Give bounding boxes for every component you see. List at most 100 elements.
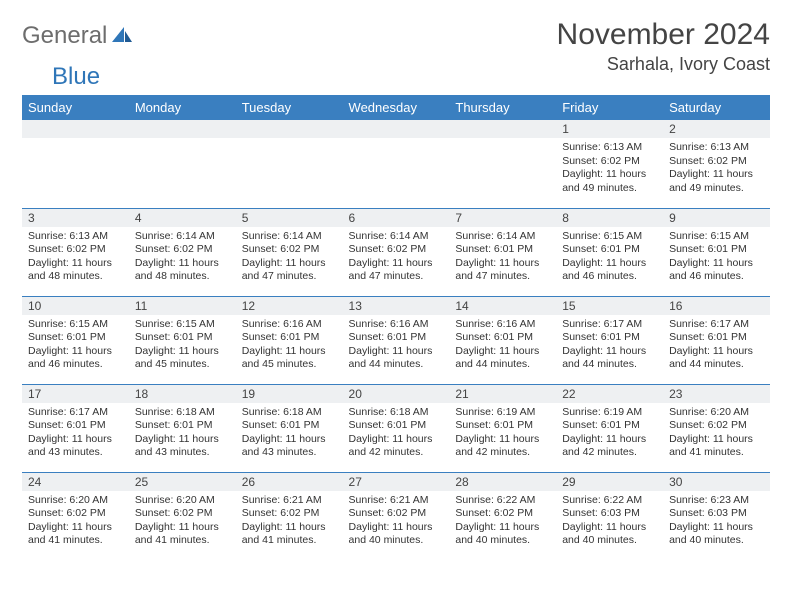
calendar-cell (236, 120, 343, 208)
daylight-text: Daylight: 11 hours and 49 minutes. (669, 168, 764, 195)
daylight-text: Daylight: 11 hours and 48 minutes. (135, 257, 230, 284)
day-number (449, 120, 556, 138)
sunset-text: Sunset: 6:01 PM (349, 419, 444, 433)
sunrise-text: Sunrise: 6:20 AM (28, 494, 123, 508)
sunset-text: Sunset: 6:02 PM (242, 507, 337, 521)
sunset-text: Sunset: 6:01 PM (669, 243, 764, 257)
calendar-head: Sunday Monday Tuesday Wednesday Thursday… (22, 95, 770, 120)
day-number: 22 (556, 385, 663, 403)
calendar-cell: 8Sunrise: 6:15 AMSunset: 6:01 PMDaylight… (556, 208, 663, 296)
sunset-text: Sunset: 6:01 PM (669, 331, 764, 345)
sunrise-text: Sunrise: 6:14 AM (135, 230, 230, 244)
day-details: Sunrise: 6:21 AMSunset: 6:02 PMDaylight:… (343, 491, 450, 553)
day-number: 4 (129, 209, 236, 227)
day-details: Sunrise: 6:14 AMSunset: 6:02 PMDaylight:… (236, 227, 343, 289)
sunrise-text: Sunrise: 6:22 AM (455, 494, 550, 508)
weekday-header: Wednesday (343, 95, 450, 120)
calendar-cell: 3Sunrise: 6:13 AMSunset: 6:02 PMDaylight… (22, 208, 129, 296)
day-number (236, 120, 343, 138)
day-number: 25 (129, 473, 236, 491)
month-title: November 2024 (557, 18, 770, 52)
sunset-text: Sunset: 6:01 PM (135, 331, 230, 345)
calendar-cell: 24Sunrise: 6:20 AMSunset: 6:02 PMDayligh… (22, 472, 129, 560)
calendar-cell: 20Sunrise: 6:18 AMSunset: 6:01 PMDayligh… (343, 384, 450, 472)
day-number: 24 (22, 473, 129, 491)
sunset-text: Sunset: 6:02 PM (349, 507, 444, 521)
day-details: Sunrise: 6:19 AMSunset: 6:01 PMDaylight:… (556, 403, 663, 465)
weekday-header: Sunday (22, 95, 129, 120)
sunset-text: Sunset: 6:02 PM (135, 507, 230, 521)
daylight-text: Daylight: 11 hours and 44 minutes. (455, 345, 550, 372)
day-number: 5 (236, 209, 343, 227)
daylight-text: Daylight: 11 hours and 44 minutes. (562, 345, 657, 372)
day-number: 11 (129, 297, 236, 315)
sunset-text: Sunset: 6:03 PM (669, 507, 764, 521)
calendar-row: 3Sunrise: 6:13 AMSunset: 6:02 PMDaylight… (22, 208, 770, 296)
sunrise-text: Sunrise: 6:21 AM (349, 494, 444, 508)
day-number: 30 (663, 473, 770, 491)
day-details: Sunrise: 6:13 AMSunset: 6:02 PMDaylight:… (663, 138, 770, 200)
calendar-cell: 9Sunrise: 6:15 AMSunset: 6:01 PMDaylight… (663, 208, 770, 296)
day-number: 23 (663, 385, 770, 403)
weekday-header: Thursday (449, 95, 556, 120)
sunset-text: Sunset: 6:01 PM (242, 419, 337, 433)
day-details: Sunrise: 6:13 AMSunset: 6:02 PMDaylight:… (556, 138, 663, 200)
day-details: Sunrise: 6:22 AMSunset: 6:02 PMDaylight:… (449, 491, 556, 553)
day-number: 20 (343, 385, 450, 403)
weekday-header: Friday (556, 95, 663, 120)
calendar-cell (22, 120, 129, 208)
calendar-cell: 26Sunrise: 6:21 AMSunset: 6:02 PMDayligh… (236, 472, 343, 560)
calendar-row: 1Sunrise: 6:13 AMSunset: 6:02 PMDaylight… (22, 120, 770, 208)
calendar-cell: 10Sunrise: 6:15 AMSunset: 6:01 PMDayligh… (22, 296, 129, 384)
sunset-text: Sunset: 6:02 PM (562, 155, 657, 169)
sunrise-text: Sunrise: 6:16 AM (455, 318, 550, 332)
sunrise-text: Sunrise: 6:15 AM (135, 318, 230, 332)
calendar-cell: 22Sunrise: 6:19 AMSunset: 6:01 PMDayligh… (556, 384, 663, 472)
day-details: Sunrise: 6:20 AMSunset: 6:02 PMDaylight:… (22, 491, 129, 553)
sunset-text: Sunset: 6:02 PM (669, 155, 764, 169)
daylight-text: Daylight: 11 hours and 41 minutes. (28, 521, 123, 548)
sunrise-text: Sunrise: 6:13 AM (562, 141, 657, 155)
daylight-text: Daylight: 11 hours and 40 minutes. (455, 521, 550, 548)
day-details: Sunrise: 6:13 AMSunset: 6:02 PMDaylight:… (22, 227, 129, 289)
sunset-text: Sunset: 6:02 PM (135, 243, 230, 257)
sunrise-text: Sunrise: 6:22 AM (562, 494, 657, 508)
day-number: 12 (236, 297, 343, 315)
day-details: Sunrise: 6:22 AMSunset: 6:03 PMDaylight:… (556, 491, 663, 553)
calendar-cell (343, 120, 450, 208)
sunset-text: Sunset: 6:01 PM (242, 331, 337, 345)
day-number: 8 (556, 209, 663, 227)
sunset-text: Sunset: 6:01 PM (455, 331, 550, 345)
calendar-cell: 18Sunrise: 6:18 AMSunset: 6:01 PMDayligh… (129, 384, 236, 472)
logo-line2: Blue (52, 63, 792, 91)
sunset-text: Sunset: 6:01 PM (455, 419, 550, 433)
calendar-row: 10Sunrise: 6:15 AMSunset: 6:01 PMDayligh… (22, 296, 770, 384)
day-details: Sunrise: 6:15 AMSunset: 6:01 PMDaylight:… (556, 227, 663, 289)
day-number: 6 (343, 209, 450, 227)
day-details: Sunrise: 6:18 AMSunset: 6:01 PMDaylight:… (343, 403, 450, 465)
daylight-text: Daylight: 11 hours and 43 minutes. (135, 433, 230, 460)
day-number: 17 (22, 385, 129, 403)
sunrise-text: Sunrise: 6:18 AM (349, 406, 444, 420)
sunrise-text: Sunrise: 6:19 AM (562, 406, 657, 420)
sunrise-text: Sunrise: 6:15 AM (28, 318, 123, 332)
calendar-cell: 12Sunrise: 6:16 AMSunset: 6:01 PMDayligh… (236, 296, 343, 384)
day-details: Sunrise: 6:21 AMSunset: 6:02 PMDaylight:… (236, 491, 343, 553)
day-number: 26 (236, 473, 343, 491)
logo-word-2: Blue (52, 63, 100, 90)
daylight-text: Daylight: 11 hours and 46 minutes. (28, 345, 123, 372)
sunrise-text: Sunrise: 6:17 AM (562, 318, 657, 332)
calendar-cell: 21Sunrise: 6:19 AMSunset: 6:01 PMDayligh… (449, 384, 556, 472)
day-number (343, 120, 450, 138)
calendar-body: 1Sunrise: 6:13 AMSunset: 6:02 PMDaylight… (22, 120, 770, 560)
calendar-cell: 7Sunrise: 6:14 AMSunset: 6:01 PMDaylight… (449, 208, 556, 296)
sunrise-text: Sunrise: 6:14 AM (455, 230, 550, 244)
sunset-text: Sunset: 6:01 PM (349, 331, 444, 345)
calendar-cell: 17Sunrise: 6:17 AMSunset: 6:01 PMDayligh… (22, 384, 129, 472)
sunrise-text: Sunrise: 6:20 AM (669, 406, 764, 420)
calendar-cell (129, 120, 236, 208)
daylight-text: Daylight: 11 hours and 42 minutes. (455, 433, 550, 460)
logo: General (22, 18, 133, 50)
sunset-text: Sunset: 6:02 PM (669, 419, 764, 433)
sunset-text: Sunset: 6:01 PM (28, 419, 123, 433)
